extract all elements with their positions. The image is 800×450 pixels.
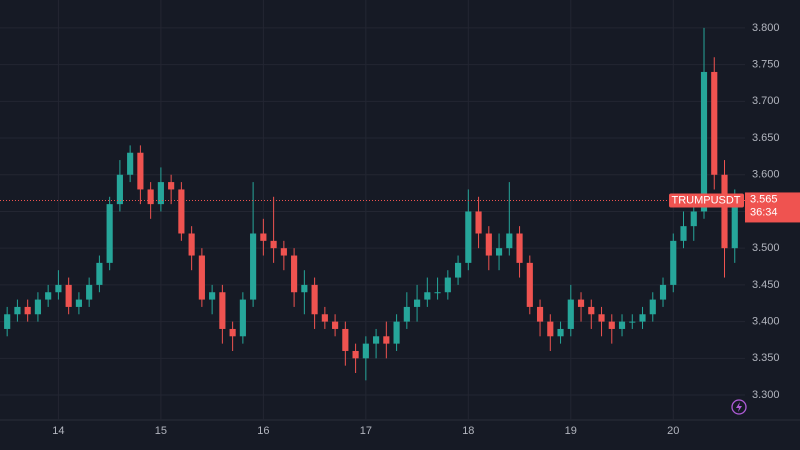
candle-body bbox=[55, 284, 62, 293]
x-tick-label: 19 bbox=[565, 425, 577, 437]
x-tick-label: 14 bbox=[52, 425, 64, 437]
candle-body bbox=[731, 200, 738, 249]
y-tick-label: 3.350 bbox=[752, 352, 780, 364]
symbol-label: TRUMPUSDT bbox=[671, 194, 740, 206]
candle-body bbox=[547, 321, 554, 337]
candle-body bbox=[475, 211, 482, 234]
candle-body bbox=[690, 211, 697, 227]
candle-body bbox=[659, 284, 667, 300]
candle-body bbox=[434, 292, 441, 294]
candle-body bbox=[557, 328, 564, 337]
y-tick-label: 3.650 bbox=[752, 132, 780, 144]
candle-body bbox=[670, 240, 677, 285]
candle-body bbox=[301, 284, 308, 293]
price-badge bbox=[745, 192, 800, 223]
candle-body bbox=[45, 292, 52, 300]
candle-body bbox=[106, 204, 113, 263]
candle-body bbox=[414, 299, 421, 307]
candle-body bbox=[506, 233, 513, 249]
candle-body bbox=[65, 284, 72, 307]
countdown-label: 36:34 bbox=[750, 206, 778, 218]
candle-body bbox=[291, 255, 298, 293]
candle-body bbox=[465, 211, 472, 263]
y-tick-label: 3.450 bbox=[752, 279, 780, 291]
candle-body bbox=[280, 248, 287, 256]
candle-body bbox=[86, 284, 93, 300]
candle-body bbox=[711, 71, 718, 175]
candle-body bbox=[321, 314, 328, 322]
candle-body bbox=[700, 71, 708, 212]
candle-body bbox=[260, 233, 267, 241]
y-tick-label: 3.800 bbox=[752, 22, 780, 34]
candle-body bbox=[588, 306, 595, 315]
candle-body bbox=[680, 226, 687, 241]
candle-body bbox=[24, 306, 31, 315]
candle-body bbox=[577, 299, 585, 307]
candle-body bbox=[721, 174, 728, 249]
candle-body bbox=[424, 292, 431, 300]
candle-body bbox=[250, 233, 257, 300]
candle-body bbox=[188, 233, 195, 256]
candle-body bbox=[4, 314, 11, 329]
candle-body bbox=[168, 182, 175, 190]
candle-body bbox=[403, 306, 410, 322]
candle-body bbox=[137, 152, 144, 190]
candle-body bbox=[485, 233, 492, 256]
candle-body bbox=[178, 189, 185, 234]
candle-body bbox=[618, 321, 626, 329]
candle-body bbox=[239, 299, 246, 337]
candle-body bbox=[116, 174, 123, 205]
candle-body bbox=[352, 350, 359, 359]
candle-body bbox=[311, 284, 318, 315]
candle-body bbox=[219, 292, 226, 329]
candle-body bbox=[598, 314, 605, 322]
x-tick-label: 18 bbox=[462, 425, 474, 437]
candle-body bbox=[342, 328, 349, 351]
y-tick-label: 3.700 bbox=[752, 95, 780, 107]
candle-body bbox=[34, 299, 41, 315]
candle-body bbox=[147, 189, 154, 205]
candle-body bbox=[526, 262, 533, 307]
lightning-icon[interactable] bbox=[731, 399, 747, 415]
symbol-badge bbox=[669, 193, 744, 208]
candle-body bbox=[649, 299, 656, 315]
x-tick-label: 16 bbox=[257, 425, 269, 437]
y-tick-label: 3.600 bbox=[752, 169, 780, 181]
candle-body bbox=[495, 248, 503, 256]
candle-body bbox=[198, 255, 205, 300]
candle-body bbox=[229, 328, 236, 337]
candle-body bbox=[629, 321, 636, 323]
candle-body bbox=[516, 233, 523, 263]
x-tick-label: 17 bbox=[360, 425, 372, 437]
candle-body bbox=[567, 299, 574, 329]
y-tick-label: 3.400 bbox=[752, 316, 780, 328]
candle-body bbox=[270, 240, 277, 249]
y-tick-label: 3.750 bbox=[752, 59, 780, 71]
candle-body bbox=[373, 336, 380, 344]
candle-body bbox=[127, 152, 134, 175]
candle-body bbox=[639, 314, 646, 322]
x-tick-label: 20 bbox=[667, 425, 679, 437]
y-tick-label: 3.300 bbox=[752, 389, 780, 401]
last-price-label: 3.565 bbox=[750, 193, 778, 205]
x-tick-label: 15 bbox=[155, 425, 167, 437]
candle-body bbox=[454, 262, 462, 278]
candle-body bbox=[444, 277, 451, 293]
candle-body bbox=[393, 321, 400, 344]
candle-body bbox=[157, 182, 164, 205]
candle-body bbox=[75, 299, 82, 307]
candle-body bbox=[332, 321, 339, 329]
candle-body bbox=[362, 343, 369, 359]
candle-body bbox=[209, 292, 216, 300]
candle-body bbox=[96, 262, 103, 285]
candle-body bbox=[14, 306, 21, 315]
candle-body bbox=[383, 336, 390, 344]
candle-body bbox=[608, 321, 615, 329]
y-tick-label: 3.500 bbox=[752, 242, 780, 254]
candle-body bbox=[536, 306, 544, 322]
